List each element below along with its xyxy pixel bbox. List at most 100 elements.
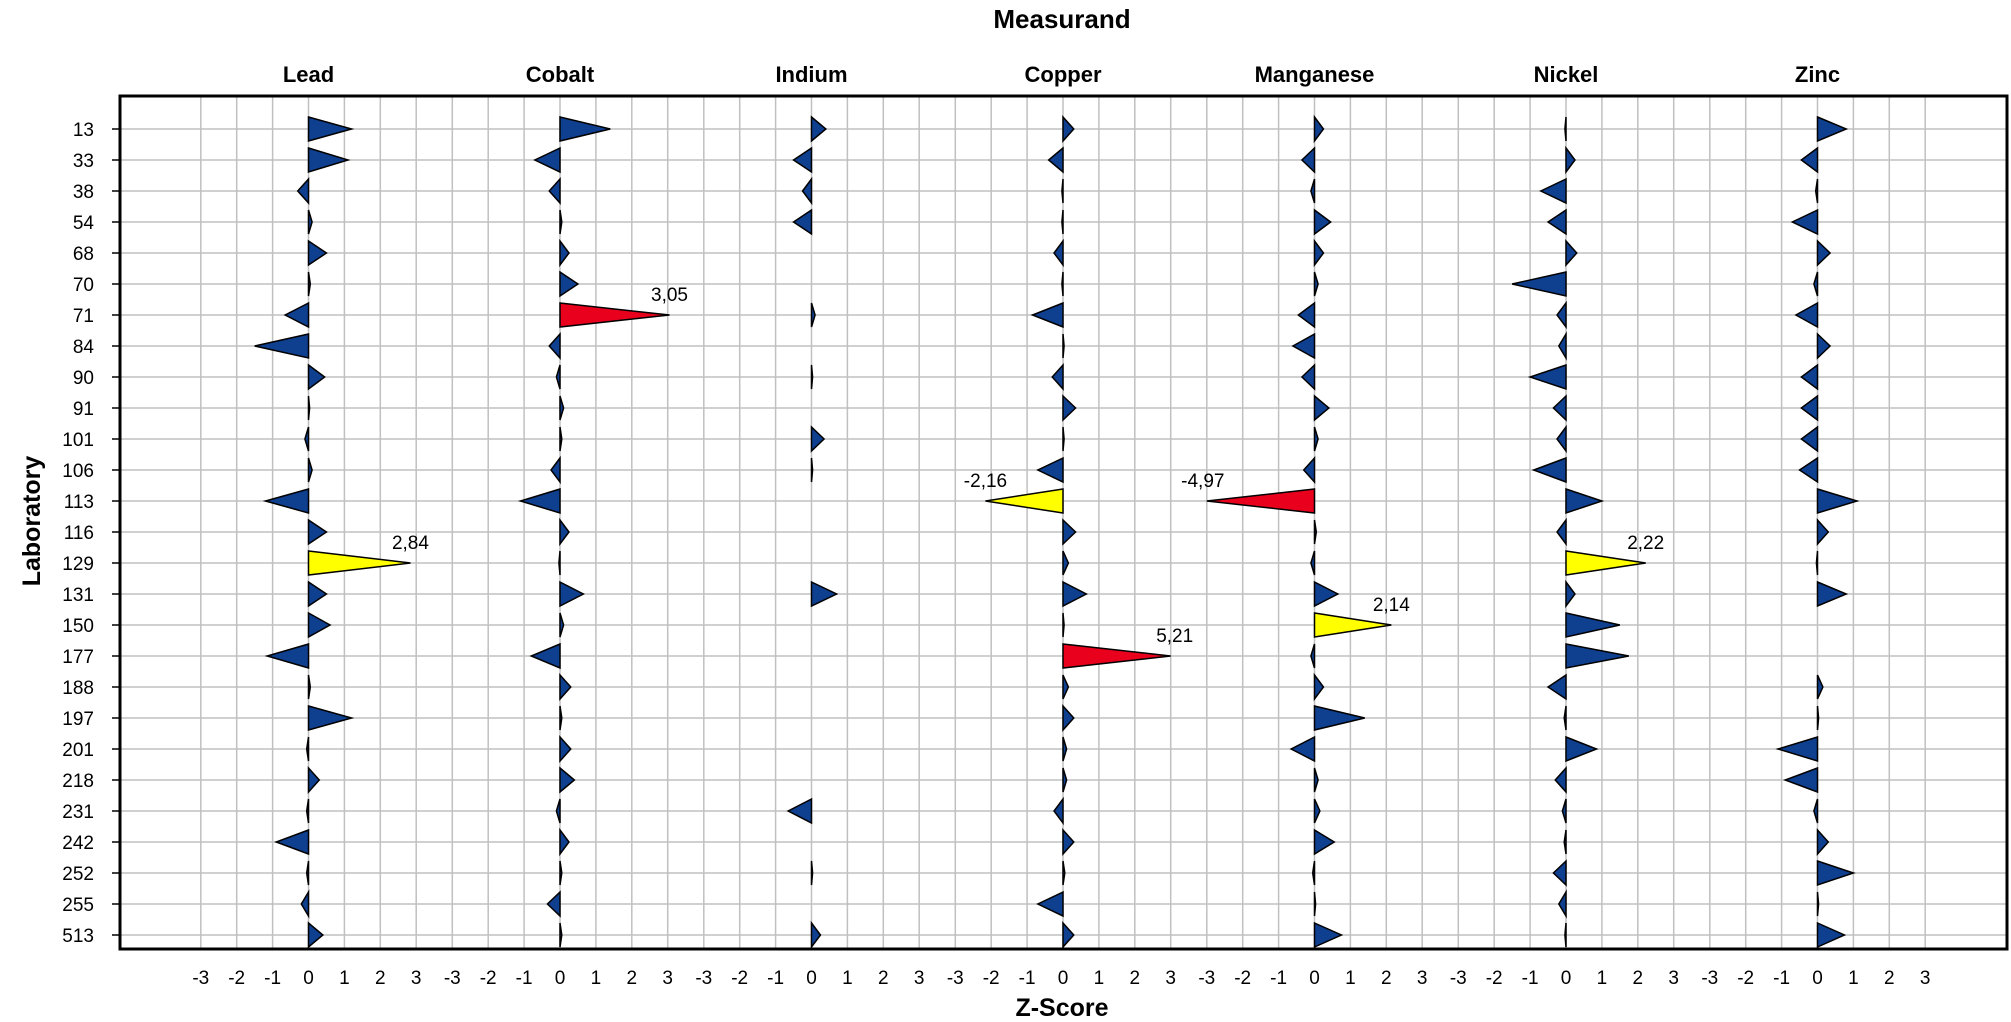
x-tick-label: 3 — [914, 968, 925, 989]
lab-label: 255 — [62, 895, 94, 916]
zscore-triangle — [1313, 891, 1317, 917]
zscore-triangle — [1313, 921, 1344, 949]
x-tick-label: 3 — [1920, 968, 1931, 989]
lab-label: 177 — [62, 647, 94, 668]
zscore-triangle — [307, 363, 326, 391]
zscore-triangle — [810, 364, 814, 390]
zscore-triangle — [555, 798, 561, 824]
zscore-triangle — [305, 736, 310, 762]
x-tick-label: -3 — [1701, 968, 1718, 989]
panel-title: Lead — [283, 62, 334, 87]
zscore-triangle — [1313, 828, 1336, 856]
zscore-triangle — [307, 550, 411, 576]
lab-label: 91 — [73, 399, 94, 420]
lab-label: 84 — [73, 337, 95, 358]
zscore-triangle — [1062, 612, 1065, 638]
lab-label: 113 — [64, 492, 94, 513]
x-tick-label: 1 — [1345, 968, 1356, 989]
zscore-triangle — [1061, 209, 1064, 235]
zscore-triangle — [1062, 518, 1077, 546]
x-tick-label: 1 — [1597, 968, 1608, 989]
lab-label: 90 — [73, 368, 94, 389]
x-tick-label: 2 — [1130, 968, 1141, 989]
laboratory-labels: 13 33 38 54 68 70 71 84 90 91 101 106 113 116 129 131 15… — [62, 120, 94, 947]
lab-label: 68 — [73, 244, 94, 265]
zscore-triangle — [1816, 891, 1820, 917]
zscore-triangle — [1300, 363, 1316, 391]
zscore-triangle — [559, 827, 570, 857]
zscore-triangle — [801, 176, 813, 206]
zscore-triangle — [1313, 612, 1392, 638]
zscore-triangle — [307, 116, 355, 142]
zscore-triangle — [1800, 394, 1819, 422]
zscore-triangle — [307, 766, 321, 794]
zscore-triangle — [1565, 239, 1578, 267]
zscore-triangle — [1561, 798, 1567, 824]
x-tick-label: 0 — [303, 968, 314, 989]
zscore-triangle — [1527, 363, 1567, 391]
zscore-triangle — [307, 674, 312, 700]
zscore-triangle — [1062, 580, 1088, 608]
zscore-triangle — [559, 426, 563, 452]
zscore-triangle — [1565, 643, 1629, 669]
lab-label: 188 — [62, 678, 94, 699]
zscore-triangle — [1313, 208, 1332, 236]
zscore-triangle — [305, 860, 310, 886]
zscore-triangle — [1546, 208, 1567, 236]
zscore-triangle — [307, 209, 313, 235]
zscore-triangle — [1546, 673, 1567, 701]
zscore-triangle — [559, 395, 565, 421]
x-tick-label: 3 — [411, 968, 422, 989]
zscore-triangle — [1816, 705, 1820, 731]
zscore-triangle — [555, 364, 561, 390]
zscore-triangle — [1565, 612, 1621, 638]
zscore-triangle — [307, 921, 325, 949]
zscore-triangle — [559, 302, 670, 328]
zscore-triangle — [559, 517, 570, 547]
zscore-triangle — [1062, 643, 1171, 669]
x-tick-label: 1 — [339, 968, 350, 989]
zscore-triangle — [1289, 735, 1316, 763]
zscore-triangle — [1062, 736, 1068, 762]
zscore-triangle — [546, 890, 561, 918]
zscore-triangle — [1047, 146, 1064, 174]
zscore-triangle — [283, 301, 310, 329]
zscore-triangle — [786, 797, 813, 825]
zscore-triangle — [1816, 828, 1830, 856]
x-tick-label: -1 — [1522, 968, 1539, 989]
x-tick-label: -2 — [480, 968, 497, 989]
lab-label: 201 — [62, 740, 94, 761]
zscore-triangle — [1062, 426, 1065, 452]
lab-label: 513 — [62, 926, 94, 947]
zscore-triangle — [1062, 115, 1075, 143]
zscore-triangle — [262, 488, 310, 514]
zscore-triangle — [1062, 921, 1075, 949]
x-tick-label: 2 — [1381, 968, 1392, 989]
plot-frame — [118, 94, 2009, 951]
zscore-triangle — [1062, 674, 1070, 700]
lab-label: 101 — [62, 430, 94, 451]
lab-label: 231 — [62, 802, 94, 823]
zscore-triangle — [1816, 518, 1830, 546]
data-label: 2,84 — [392, 533, 429, 554]
zscore-triangle — [307, 611, 332, 639]
zscore-triangle — [307, 146, 351, 174]
x-tick-label: -1 — [1773, 968, 1790, 989]
zscore-triangle — [1539, 177, 1567, 205]
zscore-triangle — [1813, 798, 1819, 824]
x-tick-label: -2 — [228, 968, 245, 989]
zscore-triangle — [1310, 643, 1316, 669]
zscore-triangle — [1036, 890, 1064, 918]
zscore-triangle — [1300, 146, 1316, 174]
chart-title: Measurand — [993, 4, 1130, 34]
panel-titles: Lead Cobalt Indium Copper Manganese Nickel Zin… — [283, 62, 1840, 87]
zscore-triangle — [1313, 426, 1319, 452]
zscore-triangle — [810, 457, 814, 483]
x-tick-label: -2 — [1486, 968, 1503, 989]
x-tick-label: -2 — [1737, 968, 1754, 989]
zscore-triangle — [1565, 579, 1576, 609]
zscore-triangle — [1062, 828, 1075, 856]
zscore-triangle — [559, 116, 611, 142]
zscore-triangle — [1557, 331, 1567, 361]
zscore-triangle — [1311, 860, 1316, 886]
